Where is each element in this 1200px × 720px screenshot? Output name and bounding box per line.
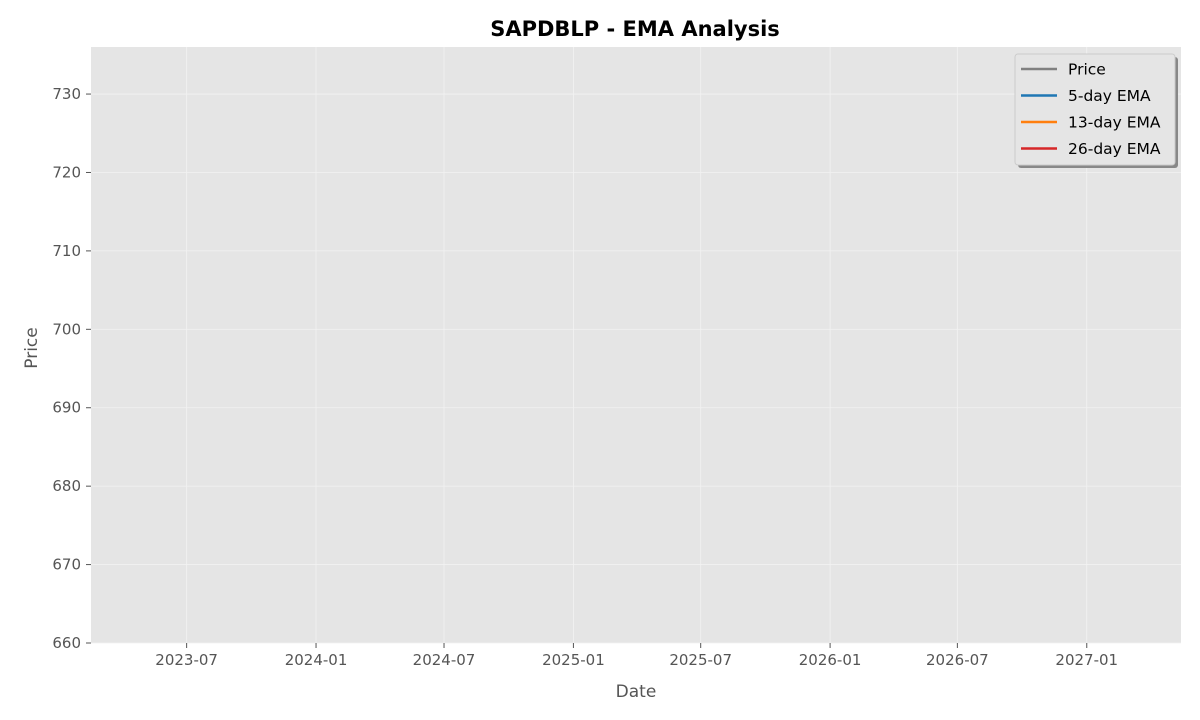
y-tick-label: 730 [52,85,81,103]
y-tick-label: 710 [52,242,81,260]
x-tick-label: 2026-01 [799,651,862,669]
y-tick-label: 680 [52,477,81,495]
y-tick-label: 720 [52,163,81,181]
y-tick-label: 690 [52,399,81,417]
legend-label: 26-day EMA [1068,140,1161,158]
legend: Price 5-day EMA 13-day EMA 26-day EMA [1014,53,1178,168]
x-tick-label: 2023-07 [155,651,218,669]
x-tick-label: 2027-01 [1055,651,1118,669]
legend-label: 5-day EMA [1068,87,1151,105]
x-tick-label: 2025-07 [669,651,732,669]
x-tick-label: 2026-07 [926,651,989,669]
legend-label: Price [1068,61,1106,79]
x-tick-label: 2024-01 [285,651,348,669]
y-tick-label: 700 [52,320,81,338]
chart-title: SAPDBLP - EMA Analysis [490,17,780,41]
y-axis-label: Price [22,327,42,368]
legend-label: 13-day EMA [1068,114,1161,132]
y-tick-label: 660 [52,634,81,652]
legend-box [1014,53,1176,166]
x-axis-label: Date [616,682,657,702]
x-tick-label: 2025-01 [542,651,605,669]
axes: 660 670 680 690 700 710 720 730 2023-07 2024-01 20… [52,85,1118,669]
grid [91,47,1181,644]
y-tick-label: 670 [52,556,81,574]
x-tick-label: 2024-07 [413,651,476,669]
plot-area [91,47,1181,643]
